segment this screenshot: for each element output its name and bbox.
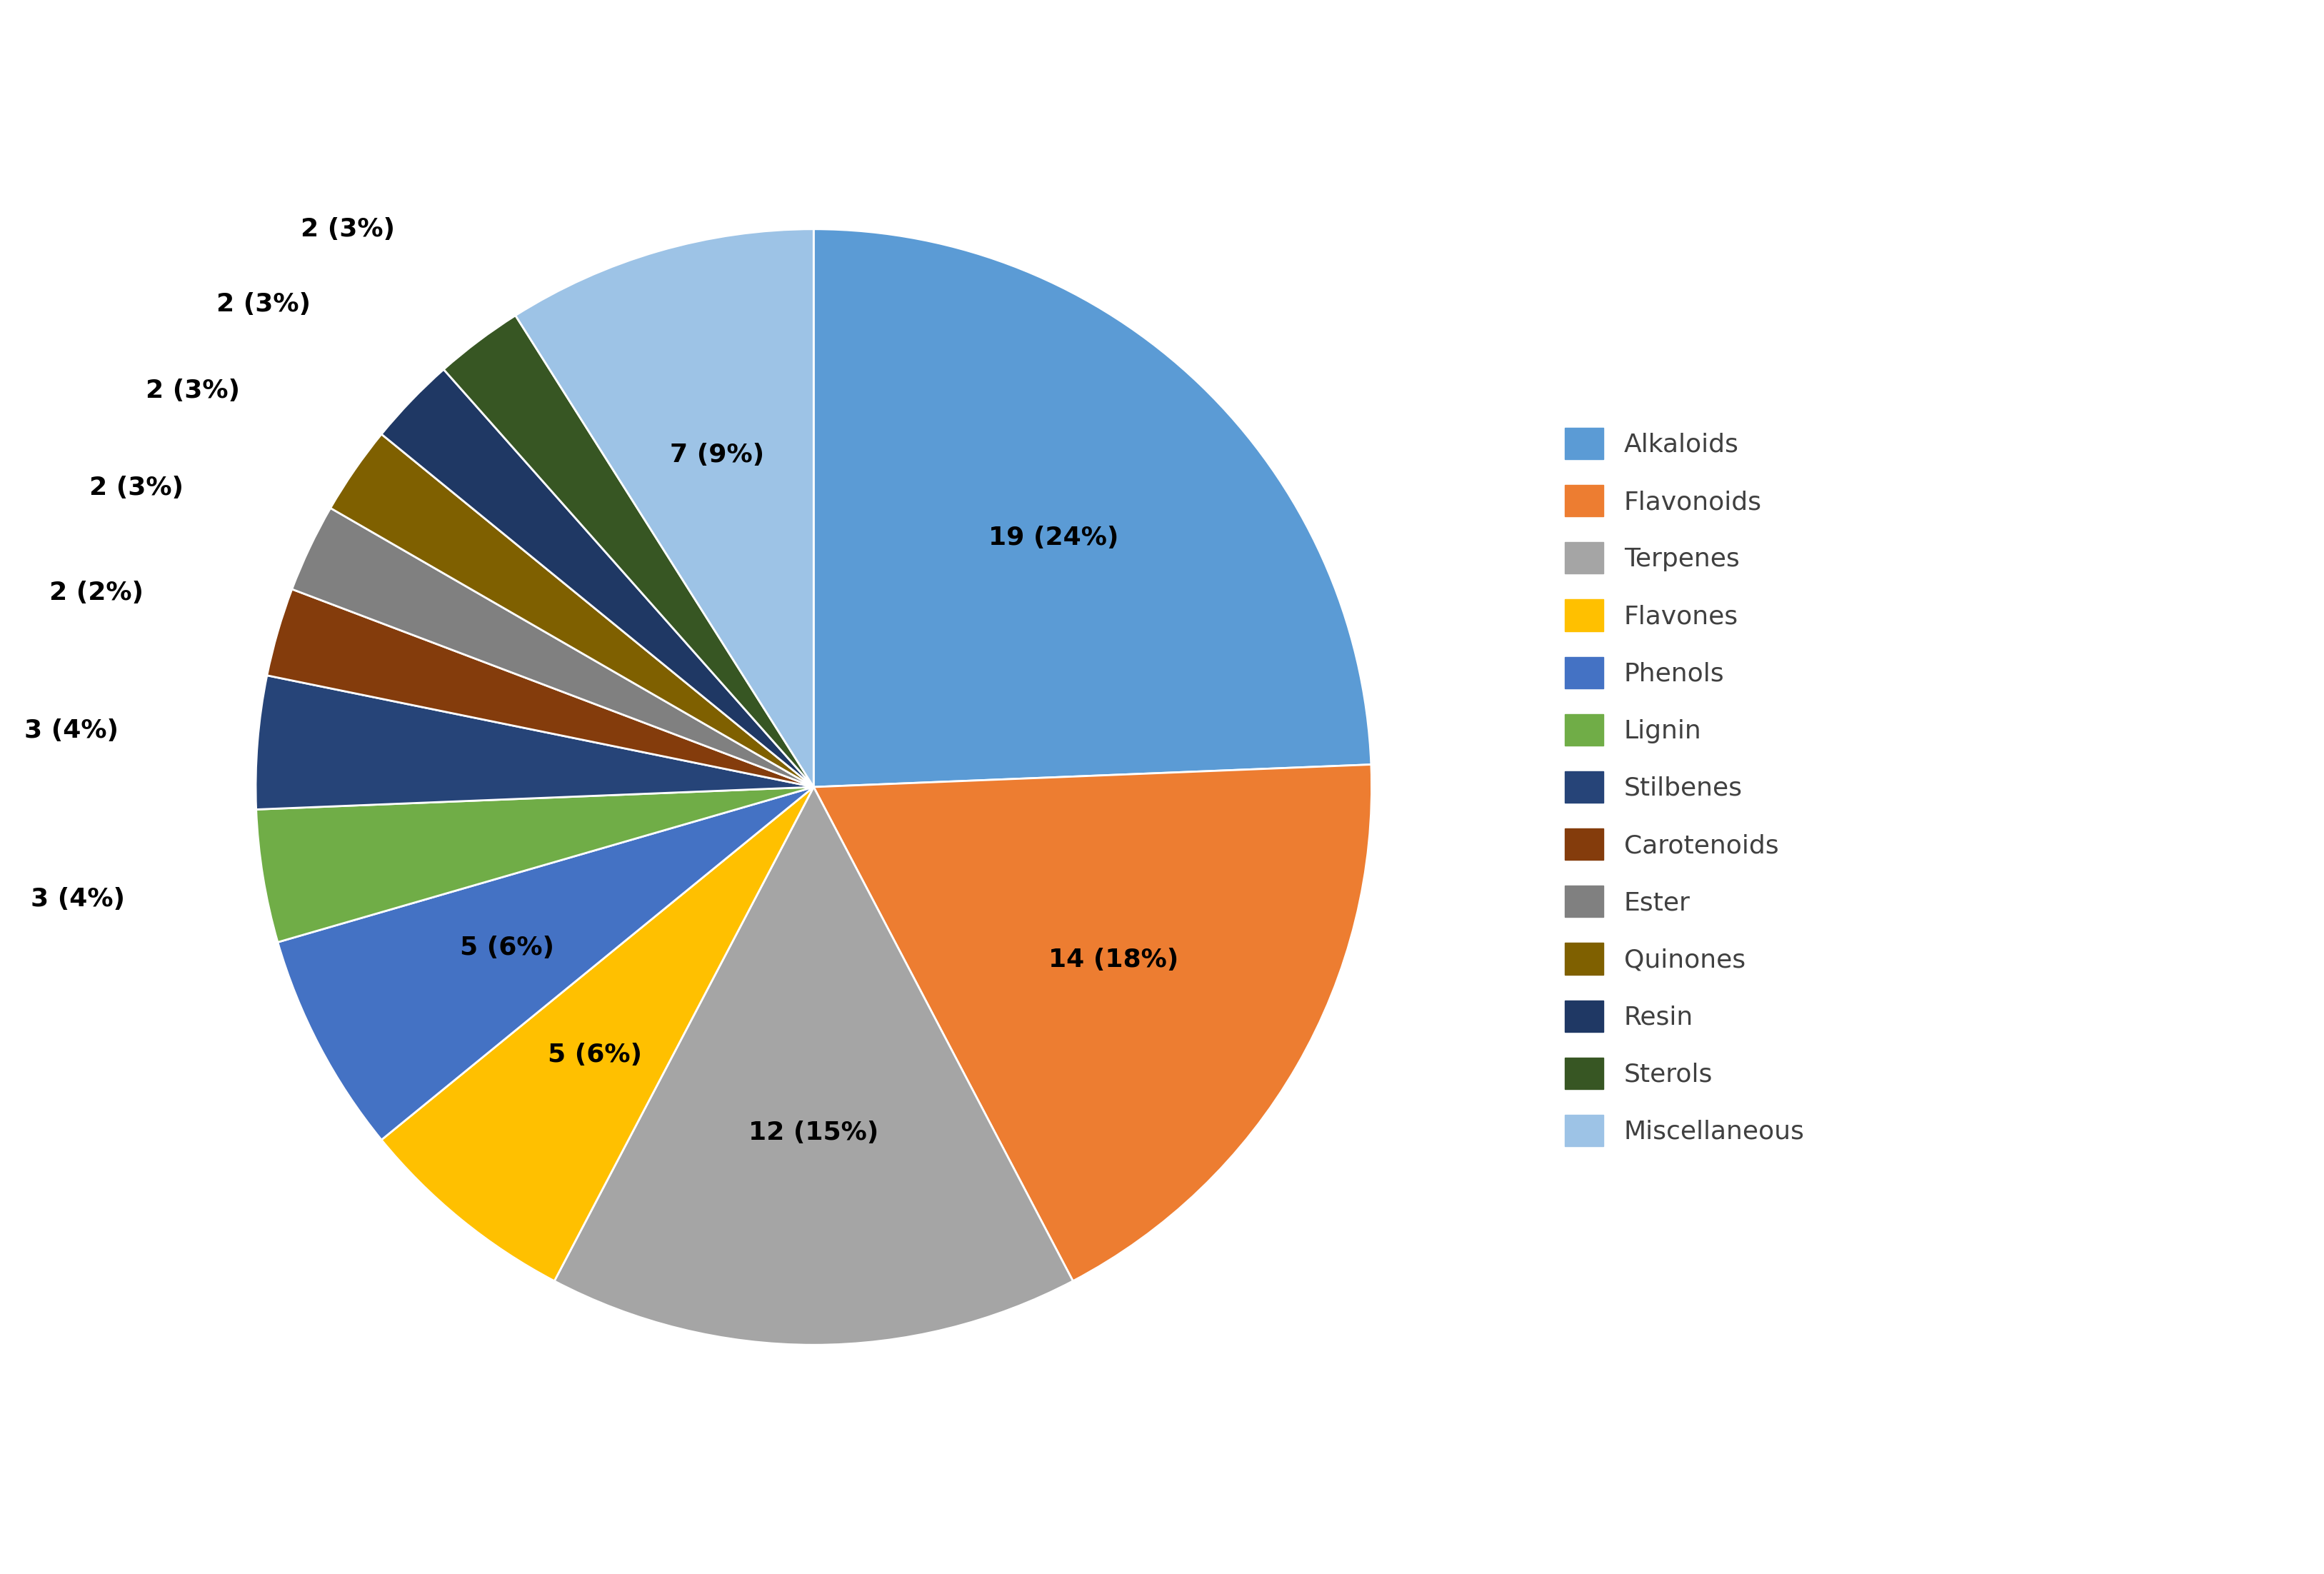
Wedge shape <box>444 315 813 787</box>
Text: 2 (2%): 2 (2%) <box>49 581 144 604</box>
Wedge shape <box>256 787 813 943</box>
Text: 14 (18%): 14 (18%) <box>1048 948 1178 973</box>
Wedge shape <box>813 230 1371 787</box>
Legend: Alkaloids, Flavonoids, Terpenes, Flavones, Phenols, Lignin, Stilbenes, Carotenoi: Alkaloids, Flavonoids, Terpenes, Flavone… <box>1552 416 1817 1158</box>
Text: 2 (3%): 2 (3%) <box>216 291 311 316</box>
Text: 2 (3%): 2 (3%) <box>146 379 239 403</box>
Text: 3 (4%): 3 (4%) <box>23 719 119 743</box>
Wedge shape <box>381 370 813 787</box>
Text: 2 (3%): 2 (3%) <box>88 475 184 501</box>
Text: 5 (6%): 5 (6%) <box>460 935 555 960</box>
Wedge shape <box>516 230 813 787</box>
Text: 7 (9%): 7 (9%) <box>669 442 765 467</box>
Wedge shape <box>293 508 813 787</box>
Text: 3 (4%): 3 (4%) <box>30 886 125 911</box>
Wedge shape <box>330 434 813 787</box>
Text: 12 (15%): 12 (15%) <box>748 1121 878 1144</box>
Wedge shape <box>256 675 813 809</box>
Text: 2 (3%): 2 (3%) <box>300 217 395 242</box>
Wedge shape <box>813 765 1371 1281</box>
Wedge shape <box>267 589 813 787</box>
Wedge shape <box>553 787 1074 1344</box>
Wedge shape <box>277 787 813 1140</box>
Text: 5 (6%): 5 (6%) <box>548 1044 641 1067</box>
Text: 19 (24%): 19 (24%) <box>988 526 1118 549</box>
Wedge shape <box>381 787 813 1281</box>
